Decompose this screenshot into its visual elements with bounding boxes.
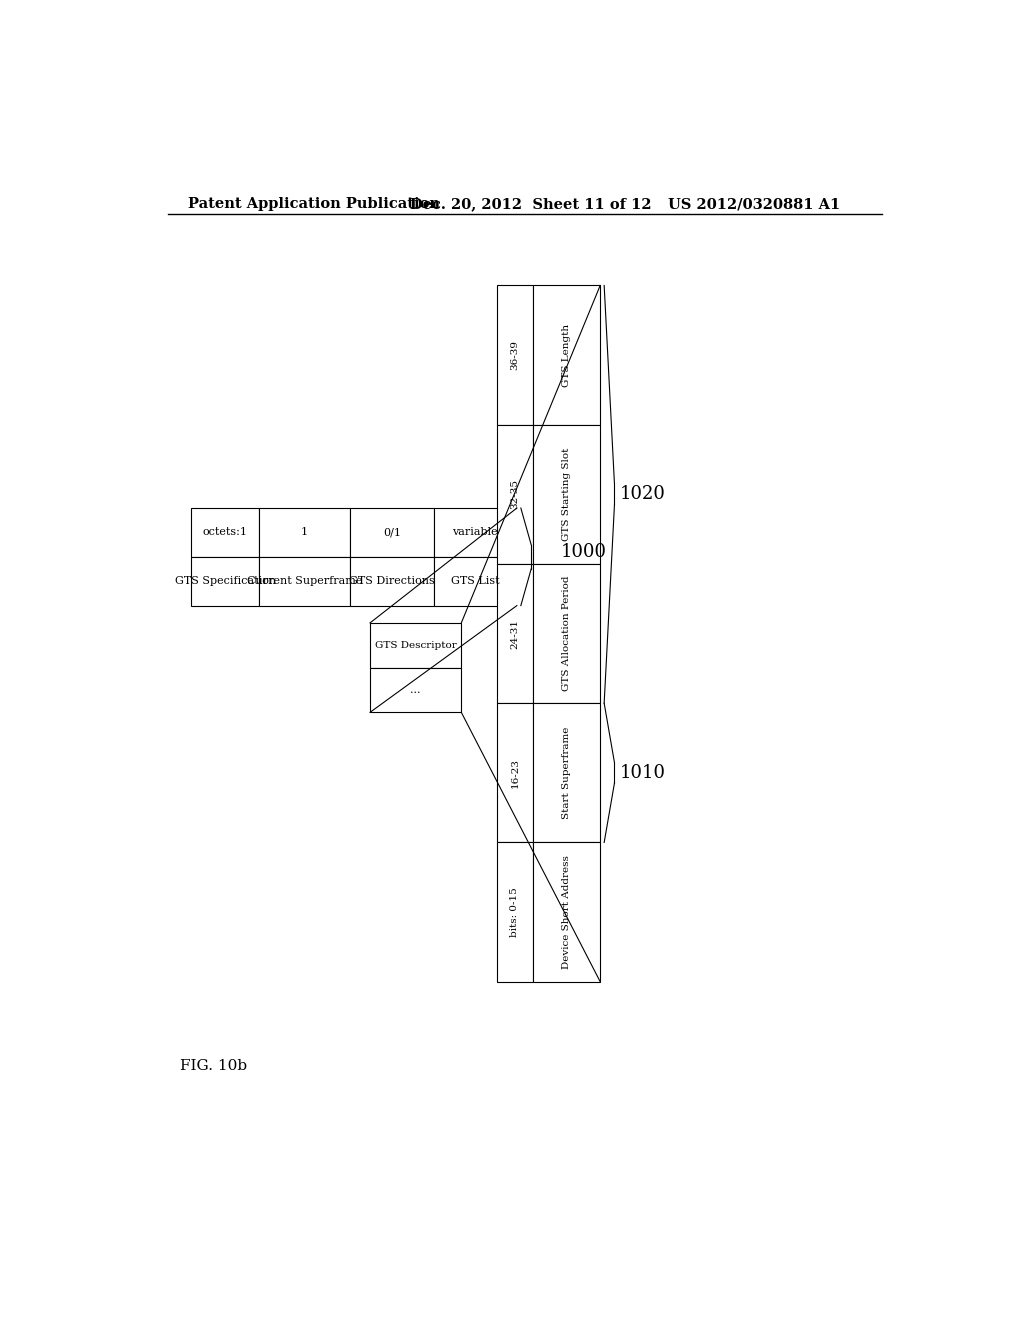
- Bar: [532, 425, 600, 564]
- Text: Patent Application Publication: Patent Application Publication: [187, 197, 439, 211]
- Text: 1010: 1010: [620, 764, 666, 781]
- Text: 1000: 1000: [560, 543, 606, 561]
- Bar: [370, 668, 461, 713]
- Bar: [259, 508, 350, 557]
- Text: bits: 0-15: bits: 0-15: [510, 887, 519, 937]
- Text: variable: variable: [453, 528, 498, 537]
- Text: Device Short Address: Device Short Address: [562, 855, 571, 969]
- Text: ...: ...: [411, 685, 421, 694]
- Text: 0/1: 0/1: [383, 528, 400, 537]
- Text: Dec. 20, 2012  Sheet 11 of 12: Dec. 20, 2012 Sheet 11 of 12: [410, 197, 651, 211]
- Bar: [497, 842, 532, 982]
- Bar: [497, 285, 532, 425]
- Bar: [259, 557, 350, 606]
- Text: GTS List: GTS List: [451, 577, 500, 586]
- Text: GTS Starting Slot: GTS Starting Slot: [562, 447, 571, 541]
- Text: GTS Specification: GTS Specification: [175, 577, 275, 586]
- Bar: [433, 557, 517, 606]
- Text: octets:1: octets:1: [203, 528, 248, 537]
- Bar: [191, 557, 259, 606]
- Text: 1020: 1020: [620, 486, 666, 503]
- Bar: [497, 564, 532, 704]
- Bar: [433, 508, 517, 557]
- Text: US 2012/0320881 A1: US 2012/0320881 A1: [668, 197, 840, 211]
- Text: GTS Descriptor: GTS Descriptor: [375, 640, 457, 649]
- Bar: [532, 285, 600, 425]
- Bar: [497, 425, 532, 564]
- Bar: [350, 557, 433, 606]
- Text: Start Superframe: Start Superframe: [562, 726, 571, 818]
- Bar: [532, 704, 600, 842]
- Text: 32-35: 32-35: [510, 479, 519, 510]
- Bar: [497, 704, 532, 842]
- Text: 36-39: 36-39: [510, 341, 519, 370]
- Text: Current Superframe: Current Superframe: [247, 577, 362, 586]
- Text: GTS Allocation Period: GTS Allocation Period: [562, 576, 571, 692]
- Bar: [532, 842, 600, 982]
- Bar: [350, 508, 433, 557]
- Text: FIG. 10b: FIG. 10b: [179, 1059, 247, 1073]
- Text: 16-23: 16-23: [510, 758, 519, 788]
- Text: GTS Directions: GTS Directions: [349, 577, 435, 586]
- Bar: [532, 564, 600, 704]
- Text: 24-31: 24-31: [510, 619, 519, 648]
- Bar: [370, 623, 461, 668]
- Text: GTS Length: GTS Length: [562, 323, 571, 387]
- Bar: [191, 508, 259, 557]
- Text: 1: 1: [301, 528, 308, 537]
